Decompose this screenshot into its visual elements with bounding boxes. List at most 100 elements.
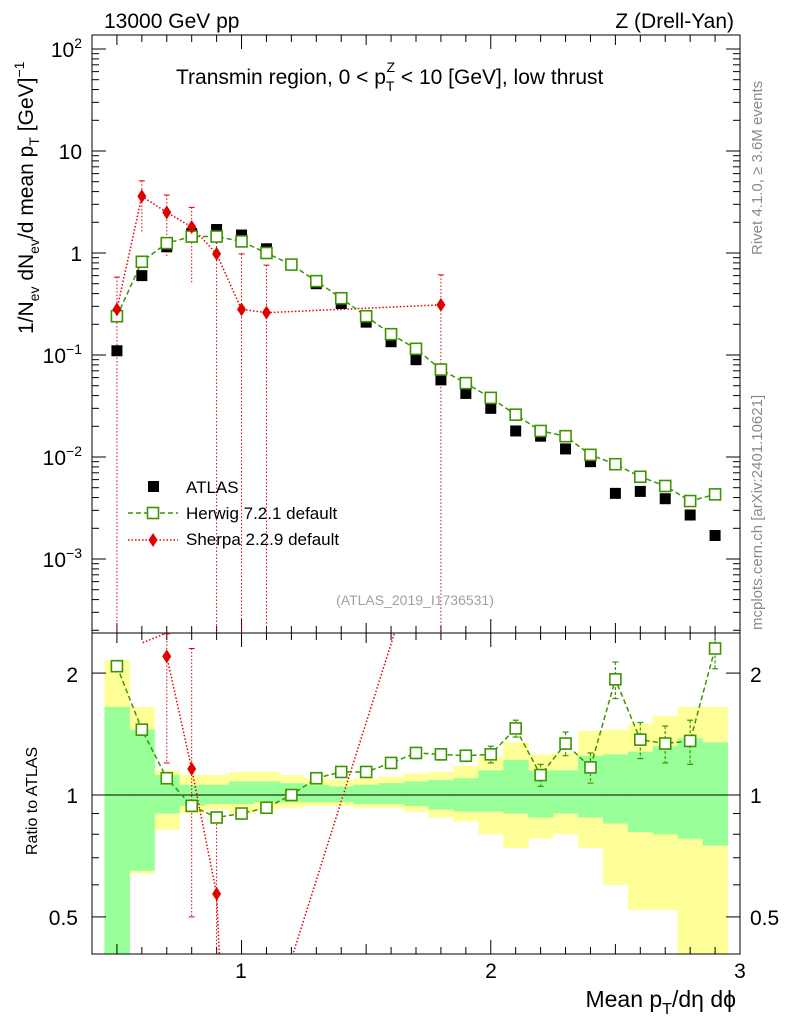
herwig-point xyxy=(160,236,174,250)
herwig-point xyxy=(235,235,248,248)
herwig-ratio-point xyxy=(384,756,398,770)
legend-sherpa-marker xyxy=(148,533,158,547)
atlas-point xyxy=(385,336,397,348)
ratio-y-axis-title: Ratio to ATLAS xyxy=(24,747,41,855)
atlas-point xyxy=(609,487,621,499)
ratio-tick-label-0.5: 0.5 xyxy=(49,907,78,930)
xtick-label-3: 3 xyxy=(734,960,746,983)
xtick-label-1: 1 xyxy=(235,960,247,983)
sherpa-ratio-point xyxy=(212,886,222,901)
herwig-point xyxy=(459,376,473,390)
ratio-plot-data xyxy=(110,633,722,954)
herwig-ratio-point xyxy=(559,737,572,750)
sherpa-point xyxy=(261,305,271,320)
ratio-y-tick-labels: 2 1 0.5 2 1 0.5 xyxy=(49,664,779,930)
herwig-point xyxy=(509,408,522,421)
sherpa-point xyxy=(187,219,197,234)
herwig-ratio-point xyxy=(634,733,647,746)
herwig-point xyxy=(334,291,348,305)
herwig-point xyxy=(409,342,423,356)
sherpa-point xyxy=(162,205,172,220)
axis-ticks xyxy=(91,35,741,954)
atlas-point xyxy=(584,456,596,468)
band-green-bin xyxy=(478,770,504,812)
ratio-tick-label-0.5-right: 0.5 xyxy=(750,907,779,930)
x-axis-title: Mean pT/dη dϕ xyxy=(585,986,736,1018)
herwig-point xyxy=(559,429,572,443)
herwig-ratio-point xyxy=(534,768,547,782)
main-plot-data xyxy=(110,180,722,633)
herwig-ratio-point xyxy=(459,749,473,763)
atlas-point xyxy=(709,529,721,541)
atlas-point xyxy=(510,425,522,437)
herwig-ratio-point xyxy=(658,737,672,750)
sherpa-ratio-point xyxy=(162,649,172,664)
band-green-bin xyxy=(303,784,330,803)
band-green-bin xyxy=(403,781,429,806)
band-green-bin xyxy=(503,760,529,814)
band-green-bin xyxy=(254,781,280,803)
band-green-bin xyxy=(602,754,629,824)
x-tick-labels: 1 2 3 xyxy=(235,960,746,983)
herwig-ratio-point xyxy=(110,659,124,673)
herwig-ratio-point xyxy=(683,734,697,748)
herwig-ratio-point xyxy=(185,799,198,813)
band-green-bin xyxy=(702,742,729,846)
legend-atlas-label: ATLAS xyxy=(186,478,239,497)
herwig-ratio-point xyxy=(160,771,174,785)
herwig-point xyxy=(135,255,149,269)
ratio-tick-label-1-right: 1 xyxy=(750,785,762,808)
herwig-ratio-point xyxy=(334,765,348,779)
herwig-point xyxy=(584,448,597,462)
band-green-bin xyxy=(677,738,704,839)
mcplots-text: mcplots.cern.ch [arXiv:2401.10621] xyxy=(749,395,766,630)
herwig-point xyxy=(285,258,298,271)
atlas-point xyxy=(634,485,646,497)
band-green-bin xyxy=(627,751,654,833)
band-green-bin xyxy=(353,784,380,805)
header-right: Z (Drell-Yan) xyxy=(615,10,734,33)
main-y-tick-labels: 102 10 1 10−1 10−2 10−3 xyxy=(43,35,83,572)
sherpa-line xyxy=(116,195,441,314)
herwig-ratio-point xyxy=(310,771,323,785)
atlas-point xyxy=(136,270,148,282)
herwig-point xyxy=(534,424,547,438)
legend-herwig-marker xyxy=(146,506,160,520)
sherpa-point xyxy=(112,302,122,317)
ytick-label-1: 1 xyxy=(70,243,82,266)
herwig-point xyxy=(310,274,323,288)
herwig-ratio-point xyxy=(708,642,722,655)
sherpa-point xyxy=(137,189,147,204)
xtick-label-2: 2 xyxy=(485,960,497,983)
legend-herwig-label: Herwig 7.2.1 default xyxy=(186,504,337,523)
atlas-point xyxy=(236,229,248,241)
ytick-label-0.1: 10−1 xyxy=(43,341,83,368)
main-y-axis-title: 1/Nev dNev/d mean pT [GeV]−1 xyxy=(11,61,42,334)
herwig-ratio-point xyxy=(609,673,622,686)
herwig-ratio-point xyxy=(359,765,373,779)
sherpa-point xyxy=(436,297,446,312)
herwig-ratio-point xyxy=(285,788,298,802)
atlas-point xyxy=(410,354,422,366)
herwig-point xyxy=(260,246,273,260)
sherpa-ratio-line-start xyxy=(141,633,168,644)
ytick-label-100: 102 xyxy=(51,35,82,62)
uncertainty-bands xyxy=(104,660,729,954)
band-green-bin xyxy=(104,706,130,954)
herwig-ratio-point xyxy=(509,722,522,735)
band-green-bin xyxy=(378,783,405,805)
band-green-bin xyxy=(204,784,230,805)
herwig-ratio-point xyxy=(210,811,223,824)
sherpa-point xyxy=(237,302,247,317)
ratio-tick-label-2-right: 2 xyxy=(750,664,762,687)
herwig-ratio-point xyxy=(484,748,498,761)
atlas-point xyxy=(560,443,572,455)
rivet-version-text: Rivet 4.1.0, ≥ 3.6M events xyxy=(749,81,766,255)
herwig-point xyxy=(708,488,722,501)
atlas-point xyxy=(684,509,696,521)
band-green-bin xyxy=(553,770,579,814)
herwig-line xyxy=(116,235,716,502)
herwig-point xyxy=(434,363,448,376)
ratio-tick-label-2: 2 xyxy=(66,664,78,687)
sherpa-point xyxy=(212,246,222,261)
